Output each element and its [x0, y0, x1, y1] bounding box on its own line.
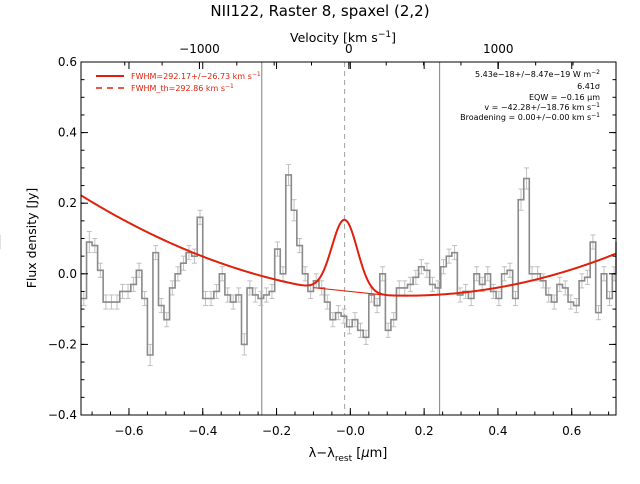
y-tick-label: −0.4: [48, 408, 77, 422]
reference-lines: [261, 62, 441, 415]
x-tick-label: −0.2: [262, 424, 291, 438]
x-axis-label: λ−λrest [μm]: [309, 446, 388, 464]
annotations: 5.43e−18+/−8.47e−19 W m−2 6.41σ EQW = −0…: [460, 69, 600, 122]
annotation-flux: 5.43e−18+/−8.47e−19 W m−2: [475, 69, 600, 79]
data-series: [81, 174, 617, 356]
y-tick-label: 0.0: [58, 267, 77, 281]
legend: FWHM=292.17+/−26.73 km s−1 FWHM_th=292.8…: [96, 71, 261, 93]
x-tick-label: −0.6: [114, 424, 143, 438]
x-axis-label-subscript: rest: [335, 454, 353, 464]
x-tick-label: −0.0: [336, 424, 365, 438]
top-tick-label: 0: [345, 42, 353, 56]
annotation-velocity: v = −42.28+/−18.76 km s−1: [484, 102, 600, 112]
annotation-broadening: Broadening = 0.00+/−0.00 km s−1: [460, 112, 600, 122]
y-tick-label: 0.2: [58, 196, 77, 210]
top-axis-label: Velocity [km s−1]: [290, 30, 396, 45]
x-tick-label: 0.4: [488, 424, 507, 438]
top-axis-label-exponent: −1: [378, 30, 391, 40]
chart-title: NII122, Raster 8, spaxel (2,2): [210, 2, 429, 20]
x-tick-label: 0.2: [415, 424, 434, 438]
data-step-line: [81, 174, 617, 356]
annotation-significance: 6.41σ: [577, 82, 600, 91]
annotation-eqw: EQW = −0.16 μm: [529, 93, 600, 102]
top-tick-label: −1000: [179, 42, 220, 56]
fit-curve: [80, 194, 617, 297]
y-tick-label: 0.4: [58, 126, 77, 140]
x-tick-label: 0.6: [562, 424, 581, 438]
legend-entry-fwhm-th: FWHM_th=292.86 km s−1: [131, 83, 234, 93]
legend-entry-fwhm: FWHM=292.17+/−26.73 km s−1: [131, 71, 261, 81]
y-tick-label: 0.6: [58, 55, 77, 69]
axes: −0.6 −0.4 −0.2 −0.0 0.2 0.4 0.6 −0.4 −0.2 0.0 0.2 0…: [48, 42, 617, 438]
x-tick-label: −0.4: [188, 424, 217, 438]
fit-line: [80, 194, 617, 297]
y-tick-label: −0.2: [48, 337, 77, 351]
y-axis-label: Flux density [Jy]: [24, 188, 39, 289]
top-tick-label: 1000: [483, 42, 514, 56]
continuum-segment: [313, 287, 388, 296]
